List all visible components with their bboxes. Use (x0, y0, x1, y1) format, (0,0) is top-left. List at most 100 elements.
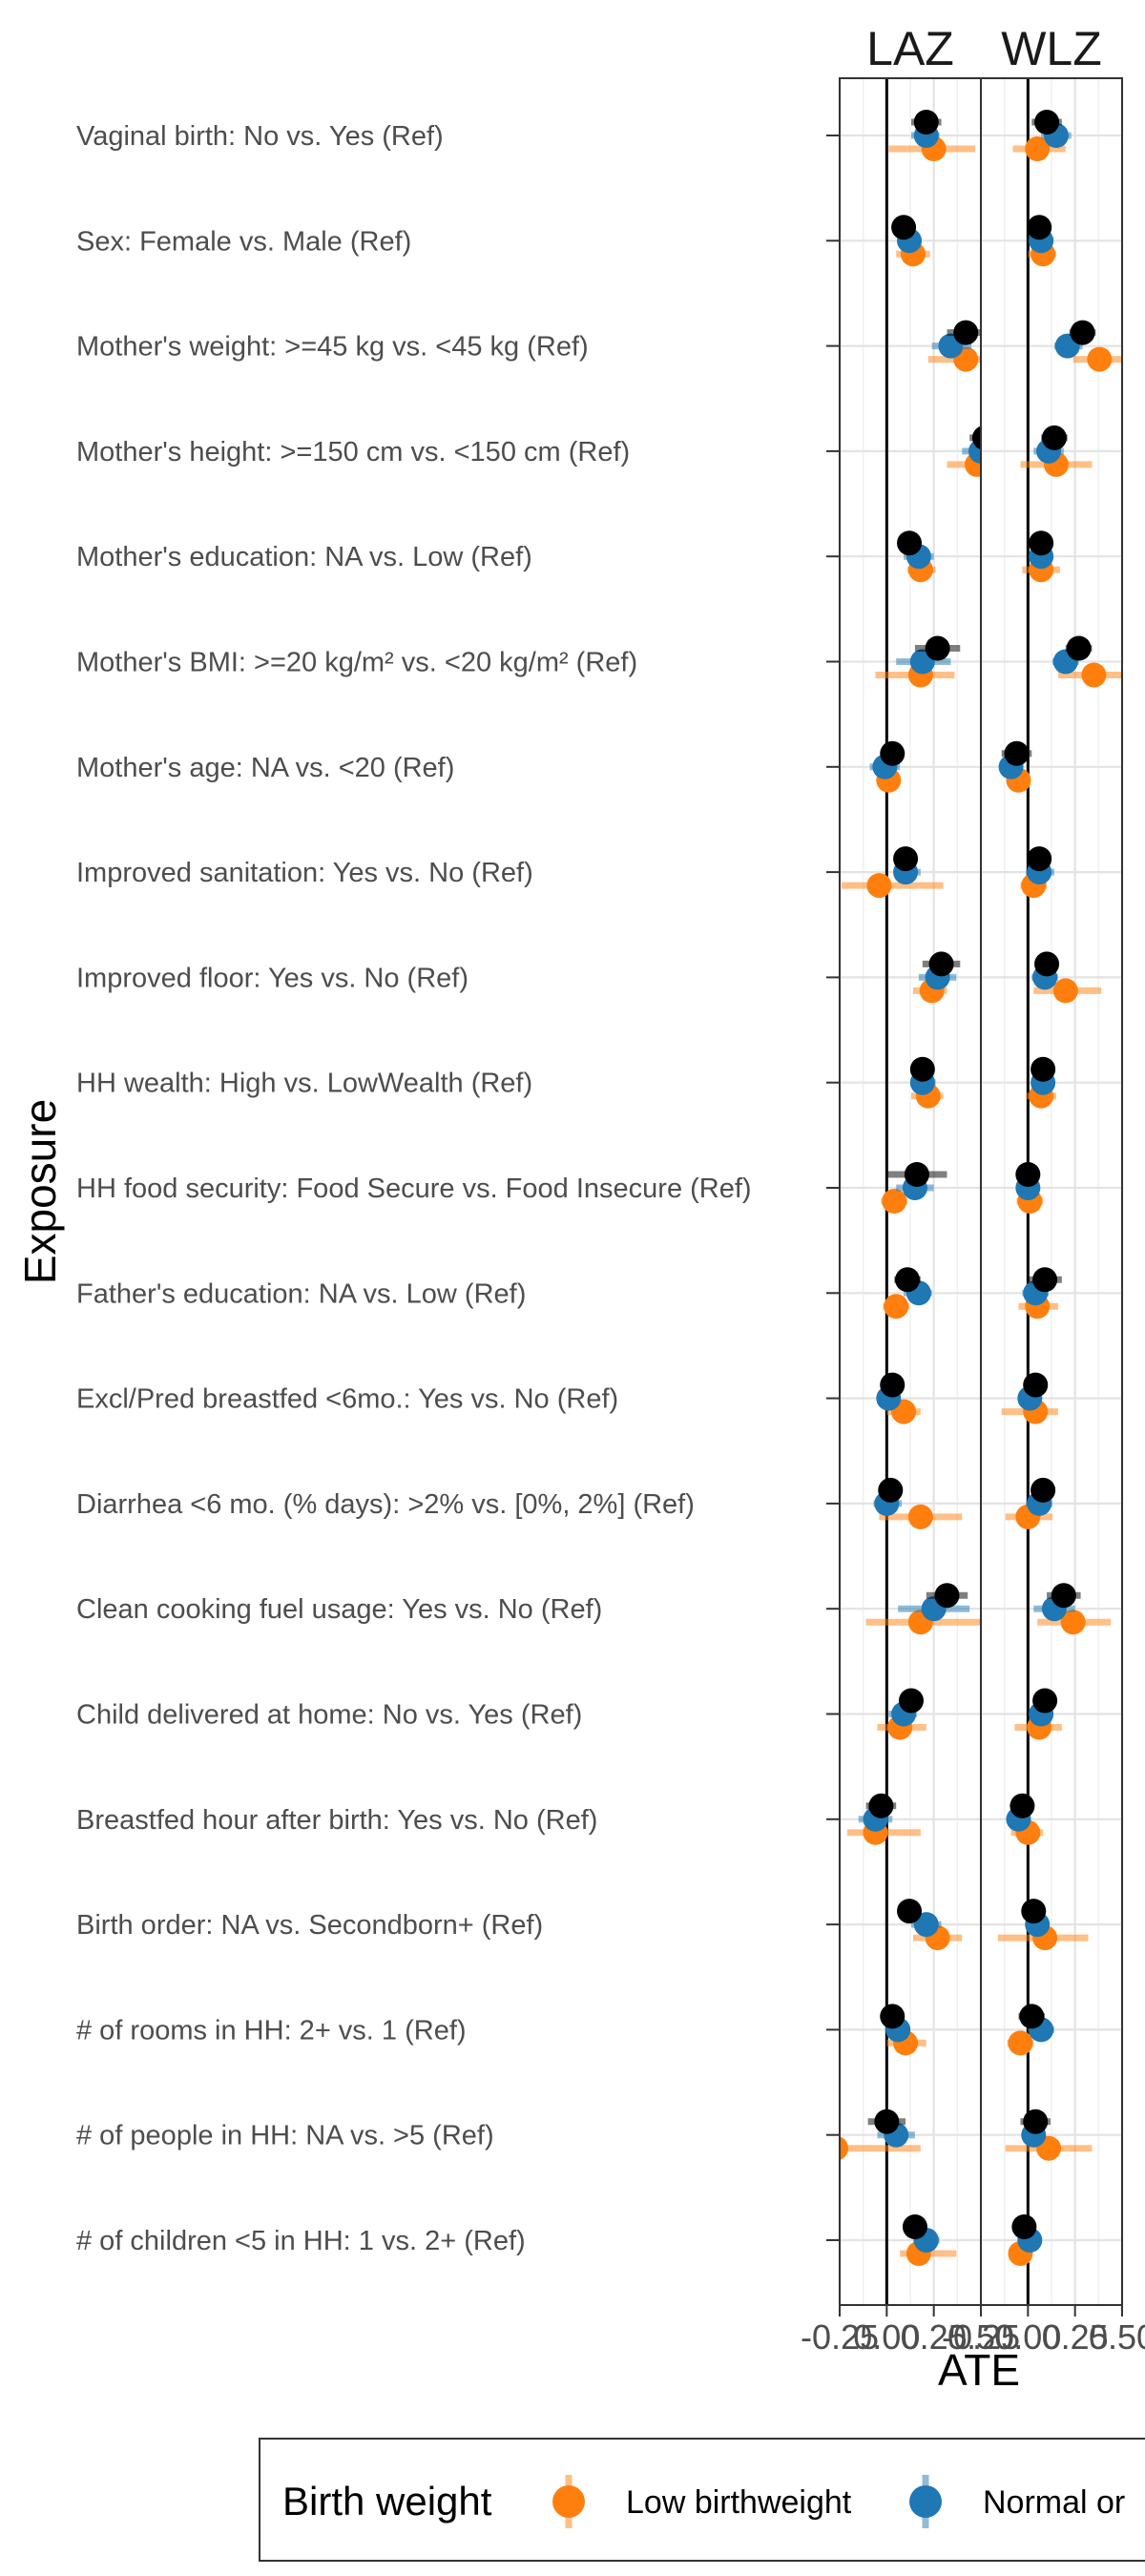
point-estimate (934, 1583, 960, 1609)
point-estimate (1025, 136, 1051, 161)
point-estimate (880, 1372, 906, 1398)
y-tick-label: Mother's weight: >=45 kg vs. <45 kg (Ref… (76, 332, 589, 363)
y-tick-label: Mother's BMI: >=20 kg/m² vs. <20 kg/m² (… (76, 648, 637, 678)
point-estimate (880, 740, 906, 766)
legend-box (259, 2438, 1145, 2562)
point-estimate (925, 635, 950, 661)
point-estimate (1019, 2004, 1045, 2029)
point-estimate (895, 1267, 921, 1293)
point-estimate (1027, 846, 1052, 872)
y-tick-label: HH wealth: High vs. LowWealth (Ref) (76, 1069, 532, 1099)
point-estimate (840, 2136, 849, 2161)
y-tick-label: HH food security: Food Secure vs. Food I… (76, 1174, 752, 1204)
point-estimate (1008, 2030, 1033, 2056)
point-estimate (866, 873, 892, 899)
x-tick-label: 0.00 (994, 2317, 1061, 2357)
point-estimate (1027, 215, 1052, 240)
point-estimate (1032, 1688, 1058, 1714)
frame-layer (839, 77, 1123, 2306)
point-estimate (1034, 110, 1060, 135)
point-estimate (1081, 662, 1107, 688)
point-estimate (893, 846, 919, 872)
point-estimate (882, 1189, 907, 1214)
point-estimate (1087, 346, 1113, 372)
point-estimate (1070, 320, 1095, 345)
legend-title: Birth weight (282, 2479, 492, 2524)
y-axis-title: Exposure (15, 1099, 65, 1284)
y-tick-label: Clean cooking fuel usage: Yes vs. No (Re… (76, 1594, 602, 1625)
point-estimate (913, 1912, 939, 1938)
y-tick-label: Breastfed hour after birth: Yes vs. No (… (76, 1805, 597, 1836)
point-estimate (1023, 1372, 1049, 1398)
point-estimate (891, 215, 917, 240)
point-estimate (1066, 635, 1092, 661)
x-tick-label: 0.25 (1042, 2317, 1109, 2357)
point-estimate (1030, 1056, 1056, 1082)
point-estimate (971, 426, 981, 450)
point-estimate (897, 530, 923, 556)
y-tick-label: Father's education: NA vs. Low (Ref) (76, 1278, 526, 1309)
label-layer: LAZ WLZ Vaginal birth: No vs. Yes (Ref) Sex… (15, 22, 1145, 2395)
x-tick-label: 0.00 (853, 2317, 920, 2357)
panel-border (980, 77, 1123, 2306)
x-tick-label: 0.25 (901, 2317, 968, 2357)
x-tick-label: 0.50 (1089, 2317, 1145, 2357)
x-tick-label: -0.25 (942, 2317, 1020, 2357)
point-estimate (1021, 1899, 1047, 1924)
point-estimate (1023, 2109, 1049, 2134)
point-estimate (1041, 425, 1067, 450)
point-estimate (907, 1504, 933, 1529)
legend-key-point (552, 2485, 585, 2518)
point-estimate (868, 1793, 894, 1818)
point-estimate (1011, 2214, 1037, 2239)
y-tick-label: Improved sanitation: Yes vs. No (Ref) (76, 858, 533, 888)
point-estimate (1010, 1793, 1035, 1818)
x-tick-label: -0.25 (801, 2317, 879, 2357)
y-tick-label: Excl/Pred breastfed <6mo.: Yes vs. No (R… (76, 1384, 618, 1415)
point-estimate (904, 1162, 929, 1187)
panel-WLZ (997, 110, 1122, 2266)
y-tick-label: # of people in HH: NA vs. >5 (Ref) (76, 2121, 494, 2151)
y-tick-label: Diarrhea <6 mo. (% days): >2% vs. [0%, 2… (76, 1489, 695, 1520)
point-estimate (878, 1477, 904, 1503)
point-estimate (1051, 1583, 1076, 1609)
point-estimate (909, 1056, 935, 1082)
point-estimate (1015, 1162, 1041, 1187)
point-estimate (1034, 951, 1060, 977)
y-tick-label: Child delivered at home: No vs. Yes (Ref… (76, 1700, 582, 1731)
y-tick-label: Mother's height: >=150 cm vs. <150 cm (R… (76, 437, 630, 467)
legend-key-point (909, 2485, 942, 2518)
y-tick-label: Birth order: NA vs. Secondborn+ (Ref) (76, 1910, 543, 1941)
legend: Birth weight Low birthweight Normal or (259, 2438, 1145, 2562)
y-tick-label: Improved floor: Yes vs. No (Ref) (76, 963, 468, 993)
y-tick-label: Mother's age: NA vs. <20 (Ref) (76, 753, 454, 783)
point-estimate (1030, 1477, 1056, 1503)
y-tick-label: # of children <5 in HH: 1 vs. 2+ (Ref) (76, 2226, 526, 2256)
point-estimate (897, 1899, 923, 1924)
facet-label: WLZ (1001, 22, 1102, 75)
y-tick-label: # of rooms in HH: 2+ vs. 1 (Ref) (76, 2015, 467, 2046)
point-estimate (1052, 978, 1078, 1004)
point-estimate (874, 2109, 900, 2134)
y-tick-label: Sex: Female vs. Male (Ref) (76, 226, 411, 257)
point-estimate (1060, 1610, 1086, 1635)
point-estimate (884, 1294, 909, 1319)
legend-label: Normal or (983, 2484, 1125, 2521)
y-tick-label: Vaginal birth: No vs. Yes (Ref) (76, 121, 444, 152)
point-estimate (953, 320, 979, 345)
point-estimate (880, 2004, 906, 2029)
x-axis-title: ATE (938, 2345, 1020, 2395)
facet-label: LAZ (866, 22, 954, 75)
point-estimate (902, 2214, 927, 2239)
legend-label: Low birthweight (626, 2484, 852, 2521)
x-tick-label: 0.50 (947, 2317, 1014, 2357)
point-estimate (1004, 740, 1030, 766)
point-estimate (928, 951, 954, 977)
point-estimate (1029, 530, 1054, 556)
panel-LAZ (840, 110, 981, 2266)
point-estimate (1032, 1267, 1058, 1293)
y-tick-label: Mother's education: NA vs. Low (Ref) (76, 542, 532, 572)
point-estimate (913, 110, 939, 135)
point-estimate (898, 1688, 924, 1714)
